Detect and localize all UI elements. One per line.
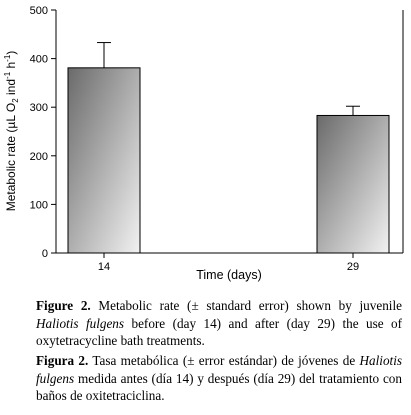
x-tick-label: 14: [98, 261, 110, 273]
caption-text-en-a: Metabolic rate (± standard error) shown …: [90, 298, 402, 313]
caption-text-es-b: medida antes (día 14) y después (día 29)…: [36, 370, 402, 404]
bars: [67, 42, 390, 254]
y-axis-label: Metabolic rate (µL O2 ind-1 h-1): [3, 51, 20, 212]
caption-species-es: Haliotis fulgens: [36, 353, 402, 386]
caption-text-es-a: Tasa metabólica (± error estándar) de jó…: [88, 353, 360, 368]
x-axis-ticks: 14 29: [98, 253, 359, 273]
figure-caption-english: Figure 2. Metabolic rate (± standard err…: [36, 297, 402, 350]
metabolic-rate-chart: 0 100 200 300 400 500 14 29 Time (days) Metabo…: [3, 5, 404, 282]
y-axis-ticks: 0 100 200 300 400 500: [30, 5, 56, 260]
x-tick-label: 29: [347, 261, 359, 273]
y-tick-label: 300: [30, 102, 48, 114]
caption-text-en-b: before (day 14) and after (day 29) the u…: [36, 315, 403, 349]
y-tick-label: 0: [42, 248, 48, 260]
caption-label-es: Figura 2.: [36, 353, 89, 368]
caption-species-en: Haliotis fulgens: [36, 315, 125, 331]
figure-caption-spanish: Figura 2. Tasa metabólica (± error están…: [36, 352, 402, 405]
x-axis-label: Time (days): [196, 268, 262, 282]
y-tick-label: 500: [30, 5, 48, 17]
y-tick-label: 200: [30, 151, 48, 163]
y-tick-label: 400: [30, 54, 48, 66]
caption-label-en: Figure 2.: [36, 298, 91, 313]
y-tick-label: 100: [30, 199, 48, 211]
bar-day-14: [67, 67, 141, 254]
bar-day-29: [316, 114, 390, 254]
